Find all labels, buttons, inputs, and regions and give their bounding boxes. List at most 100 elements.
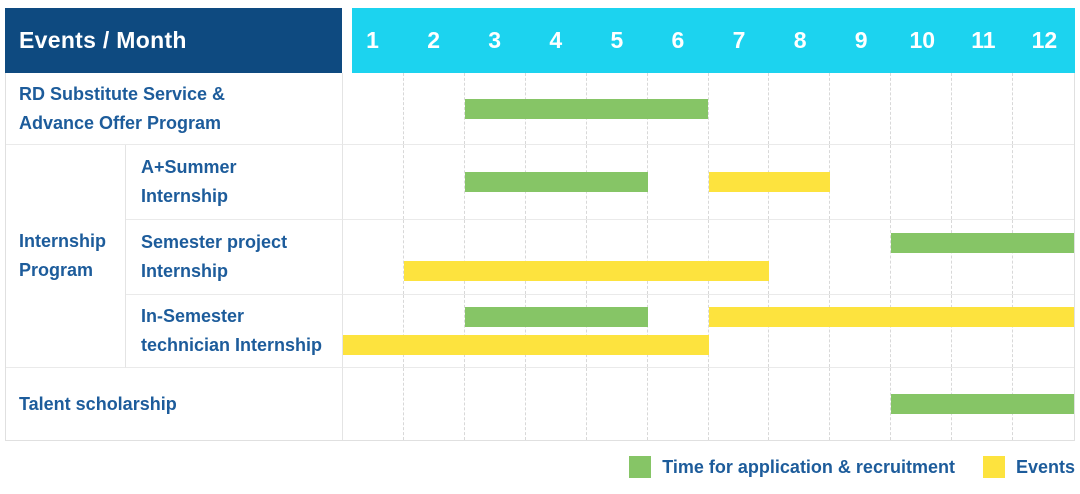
group-label-internship-program: Internship Program bbox=[6, 145, 126, 368]
month-gridline bbox=[769, 368, 831, 440]
gantt-track-in-semester-technician-internship bbox=[343, 295, 1074, 368]
group-label-line: Program bbox=[19, 260, 94, 280]
group-label-line: Internship bbox=[19, 231, 107, 251]
row-label-in-semester-technician-internship: In-Semester technician Internship bbox=[126, 295, 343, 368]
month-gridline bbox=[769, 220, 831, 294]
month-gridline bbox=[830, 73, 892, 144]
month-gridline bbox=[343, 368, 404, 440]
month-gridline bbox=[343, 295, 404, 367]
application-period-bar bbox=[464, 172, 648, 192]
month-header-strip: 1 2 3 4 5 6 7 8 9 10 11 12 bbox=[342, 8, 1075, 73]
month-gridline bbox=[830, 368, 892, 440]
month-gridline bbox=[587, 368, 648, 440]
month-gridline bbox=[709, 295, 770, 367]
gantt-track-talent-scholarship bbox=[343, 368, 1074, 440]
month-gridline bbox=[343, 220, 404, 294]
month-gridline bbox=[404, 73, 465, 144]
month-gridline bbox=[830, 145, 892, 219]
month-gridline bbox=[404, 295, 465, 367]
month-label-12: 12 bbox=[1031, 27, 1058, 53]
row-label-line: In-Semester bbox=[141, 306, 245, 326]
gantt-band bbox=[343, 307, 1074, 327]
month-labels: 1 2 3 4 5 6 7 8 9 10 11 12 bbox=[342, 8, 1075, 73]
month-gridline bbox=[465, 220, 526, 294]
legend-label-events: Events bbox=[1015, 456, 1075, 477]
gantt-band bbox=[343, 394, 1074, 414]
month-gridlines bbox=[343, 295, 1074, 367]
month-label-2: 2 bbox=[427, 27, 441, 53]
month-label-11: 11 bbox=[971, 27, 996, 53]
bars-container bbox=[343, 368, 1074, 440]
gantt-band bbox=[343, 335, 1074, 355]
month-gridline bbox=[648, 368, 709, 440]
month-gridline bbox=[526, 368, 587, 440]
row-label-line: technician Internship bbox=[141, 335, 323, 355]
application-period-bar bbox=[891, 233, 1074, 253]
month-gridline bbox=[648, 145, 709, 219]
legend-item-application: Time for application & recruitment bbox=[629, 456, 955, 478]
month-gridline bbox=[648, 295, 709, 367]
month-gridline bbox=[952, 220, 1014, 294]
month-label-7: 7 bbox=[732, 27, 746, 53]
month-gridline bbox=[769, 295, 831, 367]
month-label-10: 10 bbox=[909, 27, 936, 53]
month-gridline bbox=[952, 73, 1014, 144]
application-period-bar bbox=[464, 98, 709, 119]
bars-container bbox=[343, 145, 1074, 219]
bars-container bbox=[343, 73, 1074, 144]
month-label-1: 1 bbox=[366, 27, 379, 53]
gantt-track-a-summer-internship bbox=[343, 145, 1074, 220]
row-label-line: A+Summer bbox=[141, 157, 237, 177]
month-label-8: 8 bbox=[793, 27, 807, 53]
month-gridline bbox=[891, 73, 953, 144]
month-gridline bbox=[648, 220, 709, 294]
month-gridline bbox=[891, 220, 953, 294]
month-label-3: 3 bbox=[488, 27, 502, 53]
row-label-line: Internship bbox=[141, 261, 229, 281]
month-gridline bbox=[952, 295, 1014, 367]
month-header-background bbox=[352, 8, 1075, 73]
legend-label-application: Time for application & recruitment bbox=[662, 456, 955, 477]
month-label-5: 5 bbox=[610, 27, 624, 53]
month-label-6: 6 bbox=[671, 27, 685, 53]
month-gridline bbox=[709, 368, 770, 440]
month-gridline bbox=[465, 295, 526, 367]
events-bar bbox=[708, 307, 1074, 327]
month-gridline bbox=[587, 295, 648, 367]
month-gridline bbox=[587, 220, 648, 294]
legend-item-events: Events bbox=[982, 456, 1075, 478]
month-gridline bbox=[526, 220, 587, 294]
month-gridline bbox=[526, 295, 587, 367]
table-body: RD Substitute Service & Advance Offer Pr… bbox=[5, 73, 1075, 441]
row-label-line: RD Substitute Service & bbox=[19, 83, 226, 104]
gantt-band bbox=[343, 233, 1074, 253]
events-bar bbox=[708, 172, 831, 192]
bars-container bbox=[343, 295, 1074, 367]
month-gridline bbox=[830, 295, 892, 367]
month-gridline bbox=[769, 73, 831, 144]
month-gridline bbox=[343, 145, 404, 219]
month-gridline bbox=[343, 73, 404, 144]
month-gridline bbox=[952, 145, 1014, 219]
events-month-header: Events / Month bbox=[5, 8, 342, 73]
row-label-talent-scholarship: Talent scholarship bbox=[6, 368, 343, 440]
month-gridline bbox=[404, 368, 465, 440]
row-label-a-summer-internship: A+Summer Internship bbox=[126, 145, 343, 220]
gantt-track-semester-project-internship bbox=[343, 220, 1074, 295]
row-label-line: Semester project bbox=[141, 232, 288, 252]
gantt-band bbox=[343, 98, 1074, 119]
events-table: Events / Month 1 2 3 4 5 6 7 8 9 10 11 12 RD Substi… bbox=[5, 8, 1075, 441]
month-gridline bbox=[891, 295, 953, 367]
gantt-band bbox=[343, 261, 1074, 281]
bars-container bbox=[343, 220, 1074, 294]
application-period-bar bbox=[464, 307, 648, 327]
month-gridline bbox=[709, 220, 770, 294]
month-label-9: 9 bbox=[854, 27, 868, 53]
row-label-line: Internship bbox=[141, 186, 229, 206]
legend: Time for application & recruitment Event… bbox=[629, 440, 1075, 494]
month-gridline bbox=[465, 368, 526, 440]
row-label-line: Talent scholarship bbox=[19, 393, 177, 414]
table-header-row: Events / Month 1 2 3 4 5 6 7 8 9 10 11 12 bbox=[5, 8, 1075, 73]
application-period-bar bbox=[891, 394, 1074, 414]
